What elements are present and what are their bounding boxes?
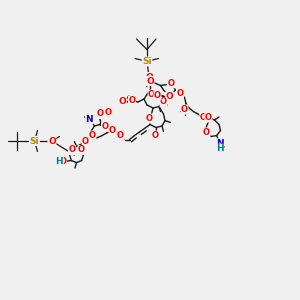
Text: O: O bbox=[78, 146, 85, 154]
Text: O: O bbox=[101, 122, 109, 131]
Text: O: O bbox=[117, 131, 124, 140]
Text: O: O bbox=[160, 98, 167, 106]
Text: O: O bbox=[82, 137, 89, 146]
Text: O: O bbox=[118, 98, 126, 106]
Text: O: O bbox=[148, 90, 155, 99]
Text: O: O bbox=[166, 92, 173, 101]
Text: O: O bbox=[176, 88, 184, 98]
Text: O: O bbox=[59, 158, 67, 166]
Text: O: O bbox=[48, 136, 56, 146]
Text: O: O bbox=[181, 105, 188, 114]
Text: N: N bbox=[216, 139, 224, 148]
Text: H: H bbox=[56, 158, 63, 166]
Text: O: O bbox=[109, 126, 116, 135]
Text: O: O bbox=[104, 108, 112, 117]
Text: N: N bbox=[85, 115, 93, 124]
Text: O: O bbox=[68, 146, 76, 154]
Text: O: O bbox=[152, 131, 159, 140]
Text: O: O bbox=[97, 110, 104, 118]
Text: O: O bbox=[89, 131, 96, 140]
Text: O: O bbox=[154, 91, 161, 100]
Text: O: O bbox=[205, 113, 212, 122]
Text: O: O bbox=[128, 96, 136, 105]
Text: O: O bbox=[203, 128, 210, 137]
Text: O: O bbox=[146, 76, 154, 85]
Text: O: O bbox=[200, 113, 207, 122]
Text: O: O bbox=[167, 79, 175, 88]
Text: Si: Si bbox=[30, 136, 39, 146]
Text: O: O bbox=[145, 73, 153, 82]
Text: O: O bbox=[146, 114, 153, 123]
Text: H: H bbox=[216, 144, 224, 153]
Text: Si: Si bbox=[142, 57, 152, 66]
